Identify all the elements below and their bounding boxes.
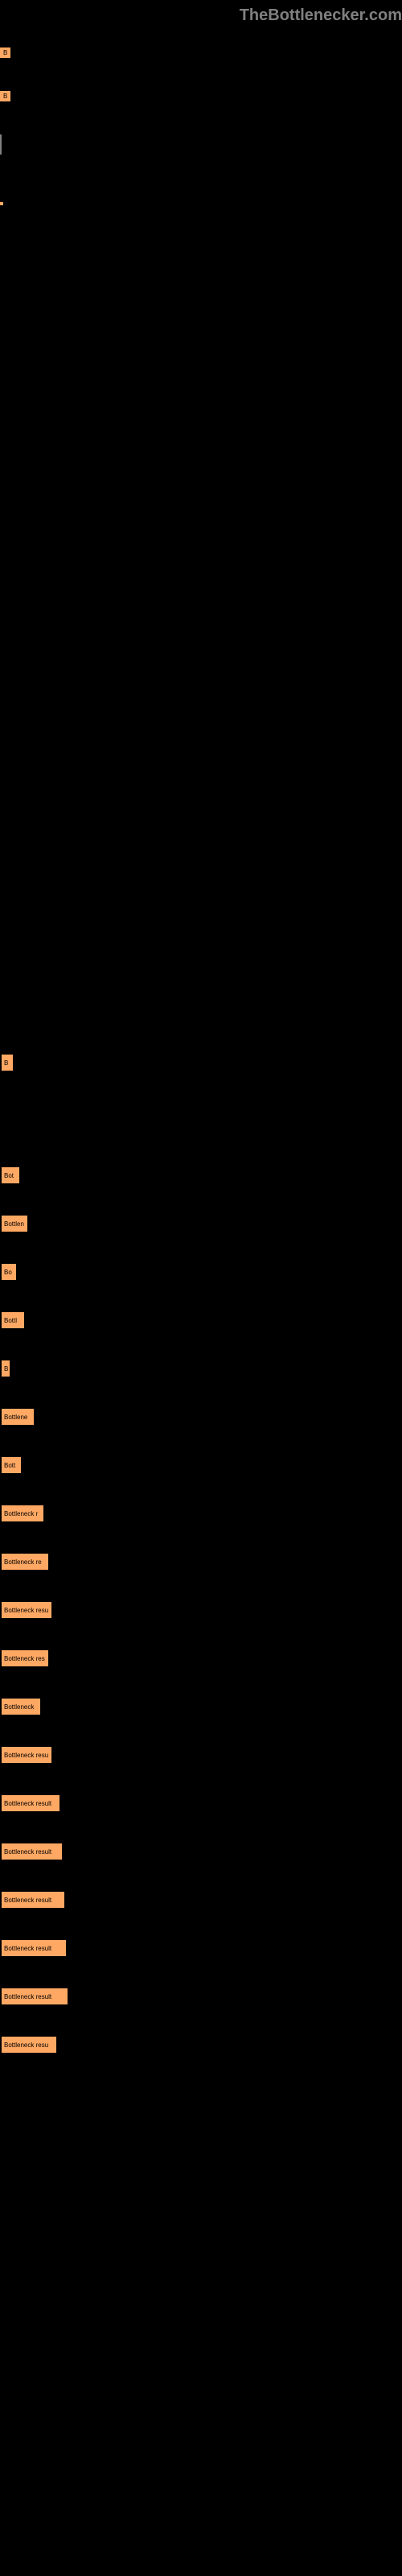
bar-17: Bottleneck result xyxy=(2,1940,66,1956)
bar-14: Bottleneck result xyxy=(2,1795,59,1811)
bar-7: Bott xyxy=(2,1457,21,1473)
bar-label: Bottleneck result xyxy=(4,1848,51,1856)
bar-12: Bottleneck xyxy=(2,1699,40,1715)
bar-row: Bottleneck r xyxy=(2,1505,402,1521)
bar-16: Bottleneck result xyxy=(2,1892,64,1908)
bar-label: Bottleneck xyxy=(4,1703,34,1711)
bar-chart: B Bot Bottlen Bo Bottl B Bottlene xyxy=(0,1055,402,2053)
bar-2: Bottlen xyxy=(2,1216,27,1232)
bar-9: Bottleneck re xyxy=(2,1554,48,1570)
bar-5: B xyxy=(2,1360,10,1377)
bar-row: Bottlen xyxy=(2,1216,402,1232)
top-button-2[interactable]: B xyxy=(0,91,10,101)
bar-row: Bottleneck resu xyxy=(2,1602,402,1618)
bar-row: Bot xyxy=(2,1167,402,1183)
bar-label: Bottleneck resu xyxy=(4,2041,48,2049)
bar-label: Bo xyxy=(4,1269,12,1276)
bar-label: Bottlen xyxy=(4,1220,24,1228)
site-title: TheBottlenecker.com xyxy=(240,6,402,24)
bar-row: Bottleneck resu xyxy=(2,1747,402,1763)
bar-10: Bottleneck resu xyxy=(2,1602,51,1618)
bar-15: Bottleneck result xyxy=(2,1843,62,1860)
bar-label: Bottleneck result xyxy=(4,1993,51,2000)
bar-row: Bottleneck result xyxy=(2,1795,402,1811)
bar-label: Bottleneck r xyxy=(4,1510,38,1517)
bar-11: Bottleneck res xyxy=(2,1650,48,1666)
bar-row: Bottleneck result xyxy=(2,1940,402,1956)
bar-19: Bottleneck resu xyxy=(2,2037,56,2053)
bar-0: B xyxy=(2,1055,13,1071)
bar-6: Bottlene xyxy=(2,1409,34,1425)
top-button-1[interactable]: B xyxy=(0,47,10,58)
bar-row: Bott xyxy=(2,1457,402,1473)
bar-label: Bottleneck res xyxy=(4,1655,45,1662)
bar-4: Bottl xyxy=(2,1312,24,1328)
bar-row: Bo xyxy=(2,1264,402,1280)
bar-label: Bottleneck re xyxy=(4,1558,42,1566)
bar-row: Bottleneck res xyxy=(2,1650,402,1666)
spacer xyxy=(0,209,402,1055)
bar-row: Bottleneck xyxy=(2,1699,402,1715)
bar-row: B xyxy=(2,1360,402,1377)
bar-label: B xyxy=(4,1365,8,1373)
bar-label: Bottlene xyxy=(4,1414,27,1421)
bar-18: Bottleneck result xyxy=(2,1988,68,2004)
dot-marker xyxy=(0,202,3,205)
bar-label: Bottleneck result xyxy=(4,1897,51,1904)
bar-label: B xyxy=(4,1059,8,1067)
bar-8: Bottleneck r xyxy=(2,1505,43,1521)
bar-row: Bottleneck result xyxy=(2,1988,402,2004)
bar-3: Bo xyxy=(2,1264,16,1280)
bar-label: Bottleneck result xyxy=(4,1800,51,1807)
bar-label: Bottl xyxy=(4,1317,17,1324)
bar-row: Bottleneck resu xyxy=(2,2037,402,2053)
bar-13: Bottleneck resu xyxy=(2,1747,51,1763)
top-section: B B xyxy=(0,31,402,209)
bar-label: Bottleneck result xyxy=(4,1945,51,1952)
bar-row: Bottl xyxy=(2,1312,402,1328)
line-marker xyxy=(0,134,2,155)
bar-row: B xyxy=(2,1055,402,1071)
bar-row: Bottleneck result xyxy=(2,1843,402,1860)
bar-row: Bottleneck result xyxy=(2,1892,402,1908)
bar-row: Bottlene xyxy=(2,1409,402,1425)
bar-row: Bottleneck re xyxy=(2,1554,402,1570)
bar-label: Bot xyxy=(4,1172,14,1179)
bar-label: Bott xyxy=(4,1462,15,1469)
bar-label: Bottleneck resu xyxy=(4,1607,48,1614)
bar-1: Bot xyxy=(2,1167,19,1183)
bar-label: Bottleneck resu xyxy=(4,1752,48,1759)
